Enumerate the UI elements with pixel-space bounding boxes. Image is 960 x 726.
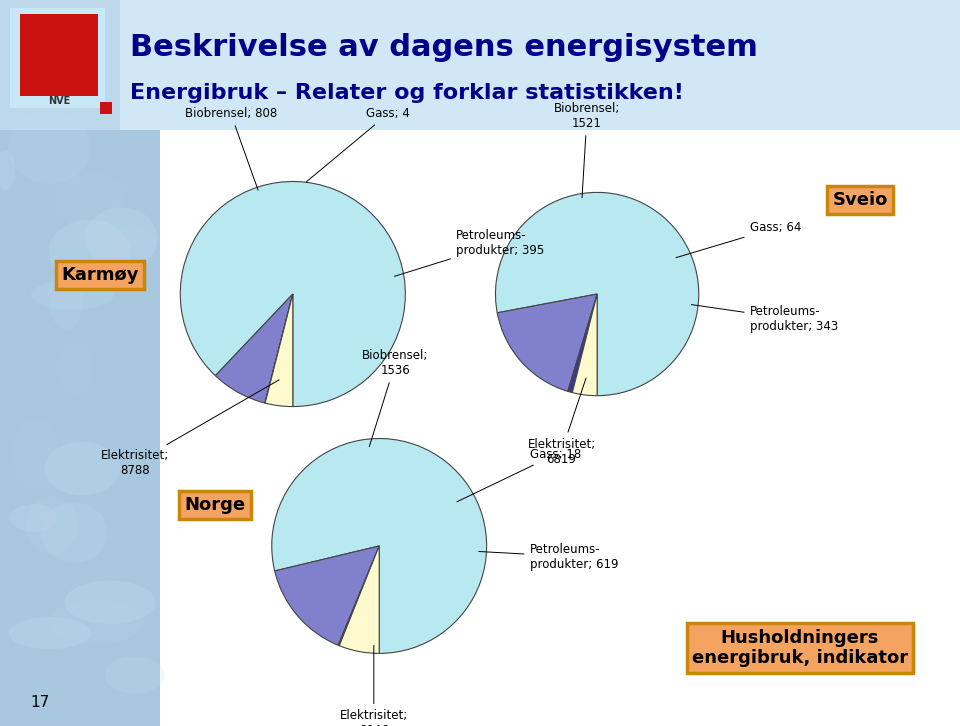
Text: Biobrensel;
1521: Biobrensel; 1521 [554, 102, 620, 197]
Ellipse shape [24, 289, 68, 330]
Text: Energibruk – Relater og forklar statistikken!: Energibruk – Relater og forklar statisti… [130, 83, 684, 103]
Wedge shape [265, 294, 293, 403]
Text: Petroleums-
produkter; 343: Petroleums- produkter; 343 [691, 305, 838, 333]
Wedge shape [338, 546, 379, 645]
Text: Biobrensel;
1536: Biobrensel; 1536 [362, 349, 428, 446]
Text: 17: 17 [30, 695, 49, 710]
Ellipse shape [100, 240, 123, 286]
Text: Petroleums-
produkter; 619: Petroleums- produkter; 619 [479, 543, 618, 571]
Text: Elektrisitet;
8046: Elektrisitet; 8046 [340, 645, 408, 726]
Text: Beskrivelse av dagens energisystem: Beskrivelse av dagens energisystem [130, 33, 757, 62]
Text: Gass; 64: Gass; 64 [676, 221, 801, 258]
Text: Gass; 4: Gass; 4 [306, 107, 410, 182]
Ellipse shape [74, 442, 94, 482]
Ellipse shape [0, 319, 47, 388]
Ellipse shape [0, 261, 53, 310]
Bar [120, 0, 960, 130]
Ellipse shape [78, 480, 159, 540]
Text: Biobrensel; 808: Biobrensel; 808 [184, 107, 277, 190]
Text: Gass; 18: Gass; 18 [457, 448, 581, 502]
Ellipse shape [6, 54, 35, 83]
Wedge shape [180, 182, 405, 407]
Ellipse shape [0, 120, 25, 180]
Wedge shape [567, 294, 597, 393]
Bar [0, 0, 960, 130]
Wedge shape [339, 546, 379, 653]
Bar [10, 8, 105, 108]
Wedge shape [275, 546, 379, 645]
Text: Karmøy: Karmøy [61, 266, 139, 284]
Ellipse shape [49, 187, 117, 234]
Wedge shape [497, 294, 597, 391]
Ellipse shape [79, 10, 108, 42]
Text: Petroleums-
produkter; 395: Petroleums- produkter; 395 [395, 229, 544, 277]
Text: Sveio: Sveio [832, 191, 888, 209]
Wedge shape [215, 294, 293, 403]
Wedge shape [272, 439, 487, 653]
Ellipse shape [6, 465, 96, 499]
Text: Norge: Norge [184, 496, 246, 514]
Ellipse shape [10, 595, 33, 667]
Wedge shape [265, 294, 293, 407]
Ellipse shape [66, 626, 131, 696]
Ellipse shape [109, 206, 137, 229]
Ellipse shape [12, 107, 46, 180]
Wedge shape [495, 192, 699, 396]
Bar [20, 14, 98, 96]
Ellipse shape [65, 314, 136, 357]
Ellipse shape [0, 44, 36, 119]
Text: NVE: NVE [48, 96, 70, 106]
Ellipse shape [108, 663, 141, 702]
Bar [0, 0, 160, 726]
Text: Elektrisitet;
8788: Elektrisitet; 8788 [101, 380, 279, 477]
Text: Elektrisitet;
6819: Elektrisitet; 6819 [527, 378, 595, 465]
Ellipse shape [83, 163, 168, 223]
Text: Husholdningers
energibruk, indikator: Husholdningers energibruk, indikator [692, 629, 908, 667]
Bar [100, 102, 112, 114]
Ellipse shape [107, 126, 163, 202]
Wedge shape [572, 294, 597, 396]
